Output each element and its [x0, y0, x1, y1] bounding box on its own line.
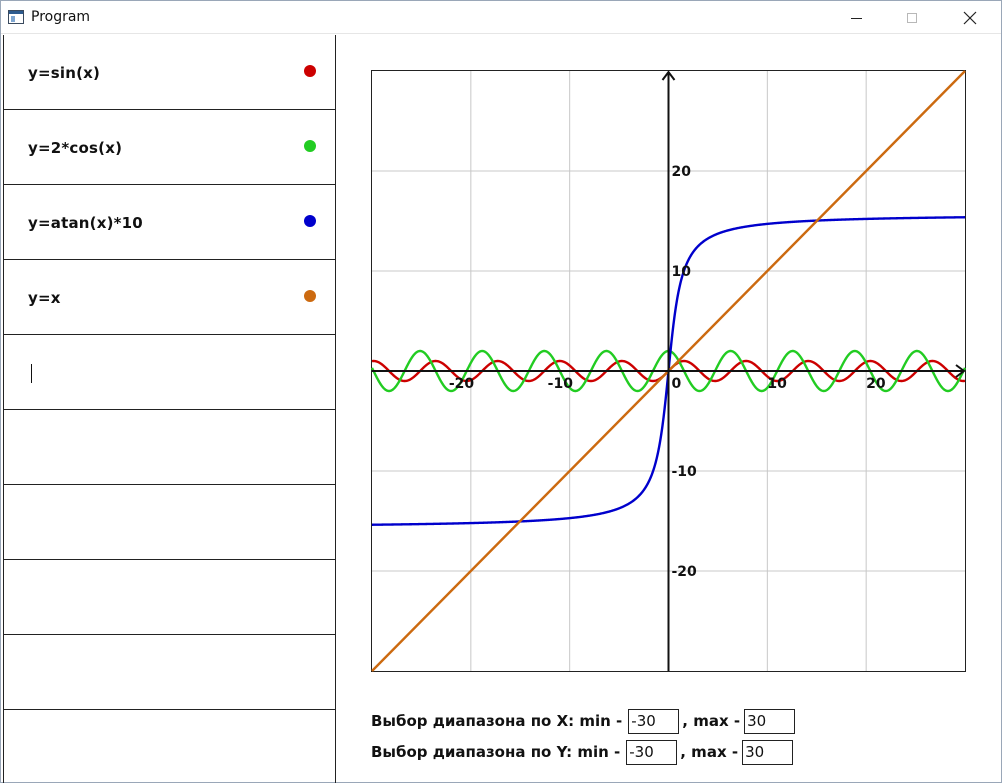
x-min-input[interactable] — [628, 708, 680, 734]
maximize-icon — [907, 12, 917, 23]
x-tick-label: 20 — [866, 376, 886, 392]
minimize-icon — [850, 17, 862, 19]
color-dot-icon — [304, 290, 316, 302]
function-item-active[interactable] — [4, 335, 336, 410]
close-button[interactable] — [947, 1, 993, 34]
x-axis-arrow-icon — [955, 364, 966, 378]
y-tick-label: -10 — [672, 464, 698, 480]
function-item-empty[interactable] — [4, 410, 336, 485]
color-dot-icon — [304, 140, 316, 152]
function-item[interactable]: y=atan(x)*10 — [4, 185, 336, 260]
y-range-row: Выбор диапазона по Y: min - , max - — [371, 739, 794, 765]
function-item[interactable]: y=sin(x) — [4, 35, 336, 110]
function-item[interactable]: y=x — [4, 260, 336, 335]
x-range-row: Выбор диапазона по X: min - , max - — [371, 708, 796, 734]
x-max-label: , max - — [682, 712, 741, 730]
function-item-empty[interactable] — [4, 710, 336, 783]
y-tick-label: 20 — [672, 164, 692, 180]
close-icon — [963, 11, 977, 24]
function-list: y=sin(x) y=2*cos(x) y=atan(x)*10 y=x — [3, 35, 336, 783]
function-item-empty[interactable] — [4, 560, 336, 635]
app-window-icon — [8, 10, 24, 24]
y-range-label: Выбор диапазона по Y: min - — [371, 743, 621, 761]
x-tick-label: -10 — [548, 376, 574, 392]
title-bar[interactable]: Program — [1, 1, 1001, 34]
function-label[interactable]: y=sin(x) — [28, 64, 101, 82]
x-tick-label: 10 — [767, 376, 787, 392]
function-item[interactable]: y=2*cos(x) — [4, 110, 336, 185]
y-max-label: , max - — [680, 743, 739, 761]
x-range-label: Выбор диапазона по X: min - — [371, 712, 623, 730]
y-max-input[interactable] — [742, 739, 794, 765]
function-chart: -20 -10 0 10 20 20 10 -10 -20 — [371, 70, 966, 672]
x-tick-label: 0 — [672, 376, 682, 392]
function-label[interactable]: y=2*cos(x) — [28, 139, 123, 157]
minimize-button[interactable] — [833, 1, 879, 34]
function-label[interactable]: y=x — [28, 289, 61, 307]
text-caret — [31, 364, 32, 383]
x-tick-label: -20 — [449, 376, 475, 392]
color-dot-icon — [304, 65, 316, 77]
y-axis-arrow-icon — [661, 70, 676, 81]
window-title: Program — [31, 9, 91, 25]
color-dot-icon — [304, 215, 316, 227]
plot-area[interactable]: -20 -10 0 10 20 20 10 -10 -20 — [371, 70, 966, 672]
function-item-empty[interactable] — [4, 635, 336, 710]
y-min-input[interactable] — [626, 739, 678, 765]
function-label[interactable]: y=atan(x)*10 — [28, 214, 143, 232]
x-max-input[interactable] — [744, 708, 796, 734]
y-tick-label: -20 — [672, 564, 698, 580]
maximize-button[interactable] — [889, 1, 935, 34]
function-item-empty[interactable] — [4, 485, 336, 560]
y-tick-label: 10 — [672, 264, 692, 280]
